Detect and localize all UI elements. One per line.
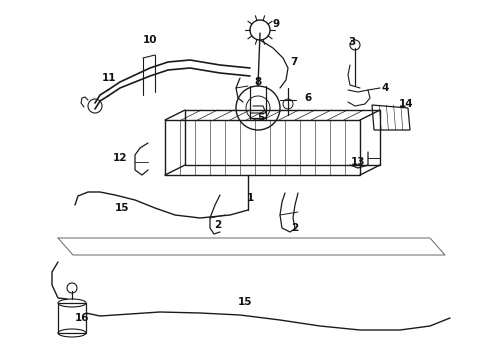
Text: 9: 9 [272,19,280,29]
Text: 2: 2 [292,223,298,233]
Text: 6: 6 [304,93,312,103]
Bar [58,303,86,333]
Text: 16: 16 [75,313,89,323]
Text: 5: 5 [257,113,265,123]
Text: 12: 12 [113,153,127,163]
Text: 7: 7 [290,57,298,67]
Text: 15: 15 [115,203,129,213]
Text: 14: 14 [399,99,413,109]
Text: 1: 1 [246,193,254,203]
Text: 11: 11 [102,73,116,83]
Text: 15: 15 [238,297,252,307]
Text: 8: 8 [254,77,262,87]
Text: 2: 2 [215,220,221,230]
Text: 13: 13 [351,157,365,167]
Text: 3: 3 [348,37,356,47]
Text: 10: 10 [143,35,157,45]
Text: 4: 4 [381,83,389,93]
